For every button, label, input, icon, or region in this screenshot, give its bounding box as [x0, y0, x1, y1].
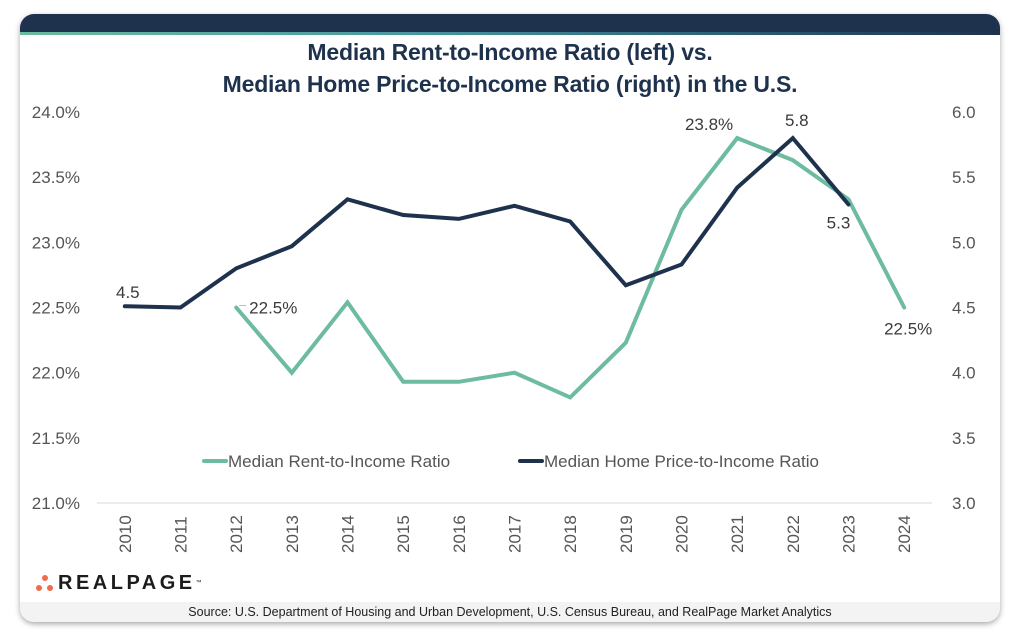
- x-tick-label: 2023: [840, 515, 859, 553]
- source-text: Source: U.S. Department of Housing and U…: [188, 605, 832, 619]
- chart-title-line-2: Median Home Price-to-Income Ratio (right…: [222, 71, 798, 97]
- series: [122, 135, 907, 400]
- chart-title: Median Rent-to-Income Ratio (left) vs. M…: [20, 36, 1000, 100]
- home-price-to-income-line: [122, 135, 851, 310]
- legend-label: Median Home Price-to-Income Ratio: [544, 452, 819, 471]
- logo-trademark: ™: [195, 580, 202, 586]
- legend-label: Median Rent-to-Income Ratio: [228, 452, 450, 471]
- data-label: 23.8%: [685, 115, 733, 134]
- y-left-tick-label: 23.0%: [32, 233, 80, 252]
- chart-title-line-1: Median Rent-to-Income Ratio (left) vs.: [307, 39, 713, 65]
- x-tick-label: 2024: [895, 515, 914, 553]
- x-tick-label: 2019: [617, 515, 636, 553]
- x-tick-label: 2015: [394, 515, 413, 553]
- y-left-tick-label: 21.0%: [32, 494, 80, 513]
- y-left-tick-label: 21.5%: [32, 429, 80, 448]
- legend: Median Rent-to-Income Ratio Median Home P…: [202, 452, 819, 471]
- realpage-dots-icon: [34, 573, 56, 593]
- legend-item-rent: Median Rent-to-Income Ratio: [202, 452, 450, 471]
- y-left-tick-label: 22.0%: [32, 364, 80, 383]
- x-tick-label: 2010: [116, 515, 135, 553]
- chart-card: Median Rent-to-Income Ratio (left) vs. M…: [20, 14, 1000, 622]
- x-tick-label: 2011: [172, 516, 191, 553]
- data-labels: 22.5% 23.8% 22.5% 4.5 5.8 5.3: [116, 111, 932, 338]
- x-tick-label: 2014: [339, 515, 358, 553]
- x-tick-label: 2012: [227, 515, 246, 553]
- data-label: 22.5%: [249, 299, 297, 318]
- y-right-tick-label: 5.0: [952, 233, 976, 252]
- y-right-tick-label: 3.5: [952, 429, 976, 448]
- y-left-tick-label: 24.0%: [32, 103, 80, 122]
- y-right-tick-label: 3.0: [952, 494, 976, 513]
- realpage-logo: REALPAGE ™: [34, 570, 202, 596]
- card-accent-strip: [20, 32, 1000, 35]
- x-tick-label: 2018: [561, 515, 580, 553]
- y-left-tick-label: 23.5%: [32, 168, 80, 187]
- rent-to-income-line: [234, 135, 907, 400]
- card-header-band: [20, 14, 1000, 32]
- x-tick-label: 2021: [728, 515, 747, 553]
- x-tick-label: 2016: [450, 515, 469, 553]
- axes: 24.0% 23.5% 23.0% 22.5% 22.0% 21.5% 21.0% 6.0 5.…: [32, 103, 976, 553]
- x-tick-label: 2017: [506, 515, 525, 553]
- y-right-tick-label: 4.0: [952, 364, 976, 383]
- x-tick-label: 2013: [283, 515, 302, 553]
- data-label: 22.5%: [884, 320, 932, 339]
- legend-item-home-price: Median Home Price-to-Income Ratio: [518, 452, 819, 471]
- x-tick-label: 2020: [673, 515, 692, 553]
- y-right-tick-label: 4.5: [952, 299, 976, 318]
- y-right-tick-label: 6.0: [952, 103, 976, 122]
- y-right-tick-label: 5.5: [952, 168, 976, 187]
- data-label: 5.3: [827, 214, 851, 233]
- data-label: 4.5: [116, 283, 140, 302]
- logo-text: REALPAGE: [58, 571, 196, 594]
- x-tick-label: 2022: [784, 515, 803, 553]
- data-label: 5.8: [785, 111, 809, 130]
- y-left-tick-label: 22.5%: [32, 299, 80, 318]
- source-footer: Source: U.S. Department of Housing and U…: [20, 602, 1000, 622]
